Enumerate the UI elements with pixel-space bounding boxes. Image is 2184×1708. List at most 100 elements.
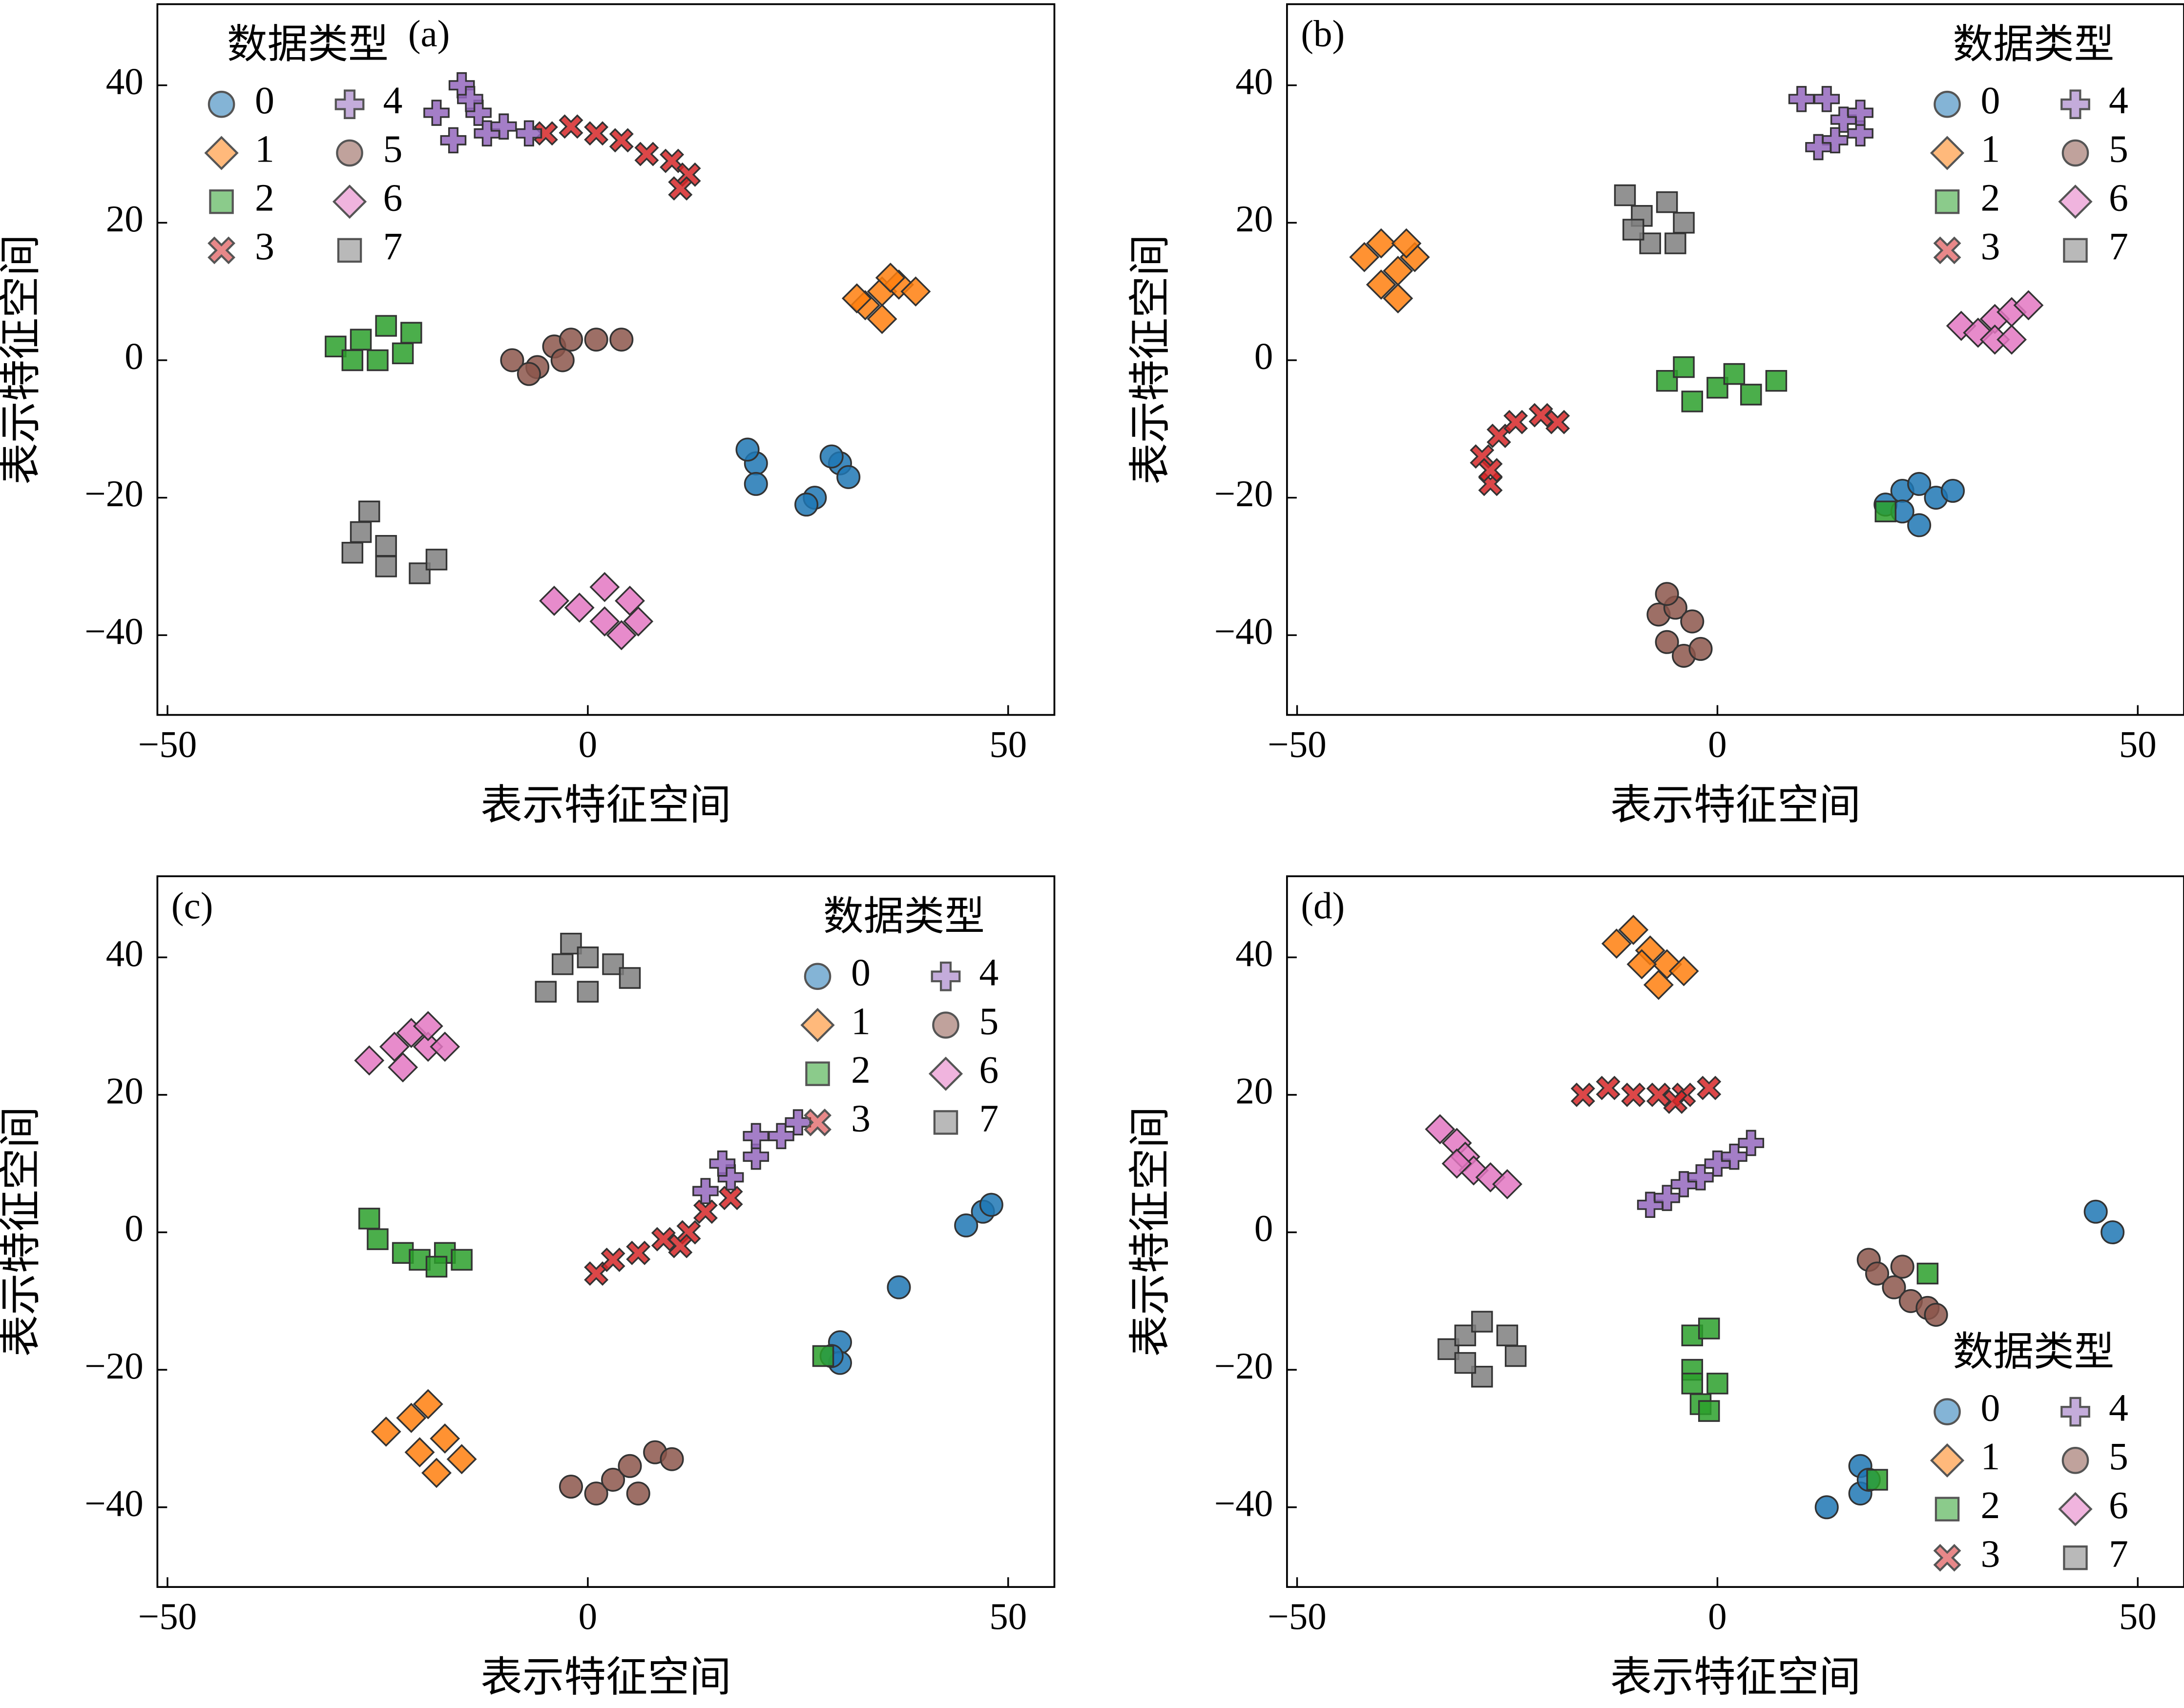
point [500,348,524,372]
point [601,1467,625,1492]
plot-frame [1286,3,2184,716]
x-tick-label: 0 [579,1595,598,1637]
point [735,437,760,462]
legend-label: 5 [2109,1435,2128,1478]
y-tick-label: −20 [84,473,143,514]
legend-label: 3 [255,225,274,268]
legend-label: 3 [1981,225,2000,268]
y-tick-label: −40 [1214,610,1273,652]
point [887,1275,911,1299]
point [618,1454,642,1478]
point [1706,377,1728,399]
point [1492,1169,1522,1199]
point [836,465,861,489]
point [1765,370,1788,392]
point [1621,1082,1646,1107]
point [396,1402,427,1433]
legend-marker [1933,1543,1961,1572]
legend-label: 0 [851,951,871,994]
point [615,585,645,616]
point [1471,1311,1493,1333]
point [1545,410,1570,434]
y-tick-label: −20 [1214,1345,1273,1387]
point [559,114,583,139]
y-axis-label: 表示特征空间 [1127,1107,1173,1357]
legend-label: 4 [2109,1386,2128,1429]
point [1454,1352,1477,1374]
point [425,549,448,571]
point [1425,1114,1456,1145]
plot-frame [1286,875,2184,1588]
legend-marker [2060,89,2090,120]
point [413,1011,443,1041]
point [559,1475,583,1499]
point [812,1345,834,1367]
point [1813,86,1840,112]
point [1697,1075,1722,1100]
point [1847,120,1873,147]
legend-label: 2 [255,176,274,219]
legend-marker [932,1011,959,1039]
legend-label: 5 [2109,128,2128,171]
point [350,329,372,350]
point [350,521,372,543]
legend-marker [332,185,367,219]
point [1656,191,1678,213]
point [358,1208,380,1230]
point [1643,969,1674,1000]
point [1907,472,1932,496]
legend-label: 4 [2109,79,2128,122]
point [367,349,389,371]
point [1655,630,1679,654]
x-tick-label: −50 [138,723,197,765]
panel-label: (c) [171,885,213,926]
y-tick-label: 20 [1235,198,1273,240]
y-axis-label: 表示特征空间 [0,234,44,485]
y-tick-label: 40 [106,932,144,974]
legend-label: 7 [2109,225,2128,268]
legend-marker [805,1061,830,1086]
point [1681,1373,1704,1395]
legend-marker [2061,139,2089,167]
point [1940,479,1965,503]
point [533,121,558,146]
point [668,176,693,201]
legend-label: 2 [851,1049,871,1091]
point [601,1247,625,1272]
x-axis-label: 表示特征空间 [480,1654,731,1701]
point [1668,956,1699,987]
point [1503,410,1528,434]
point [1847,100,1873,126]
point [609,328,634,352]
legend-title: 数据类型 [1953,22,2115,67]
legend-label: 7 [383,225,402,268]
point [430,1423,460,1454]
x-tick-label: 0 [579,723,598,765]
point [584,1261,609,1286]
point [1680,609,1705,634]
point [1596,1075,1621,1100]
legend-label: 7 [2109,1533,2128,1576]
legend-label: 0 [1981,79,2000,122]
point [430,1031,460,1062]
legend-label: 4 [383,79,402,122]
legend-marker [2060,1397,2090,1427]
point [1366,228,1396,259]
point [490,113,517,140]
point [584,121,609,146]
point [1528,403,1553,428]
point [1663,1089,1688,1114]
point [1486,423,1511,448]
point [392,342,414,365]
point [1639,232,1661,254]
point [1383,283,1414,314]
legend-marker [931,961,961,991]
point [2083,1199,2108,1224]
point [1454,1324,1477,1346]
point [626,1240,651,1265]
y-tick-label: −40 [84,1482,143,1524]
point [1890,1255,1914,1279]
legend-marker [209,189,234,214]
point [1907,513,1932,537]
